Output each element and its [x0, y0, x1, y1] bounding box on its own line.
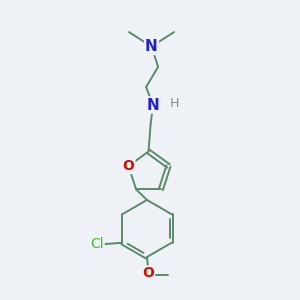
Text: Cl: Cl: [90, 237, 104, 251]
Text: H: H: [169, 97, 179, 110]
Text: N: N: [145, 39, 158, 54]
Text: O: O: [142, 266, 154, 280]
Text: N: N: [147, 98, 159, 112]
Text: O: O: [123, 159, 134, 173]
